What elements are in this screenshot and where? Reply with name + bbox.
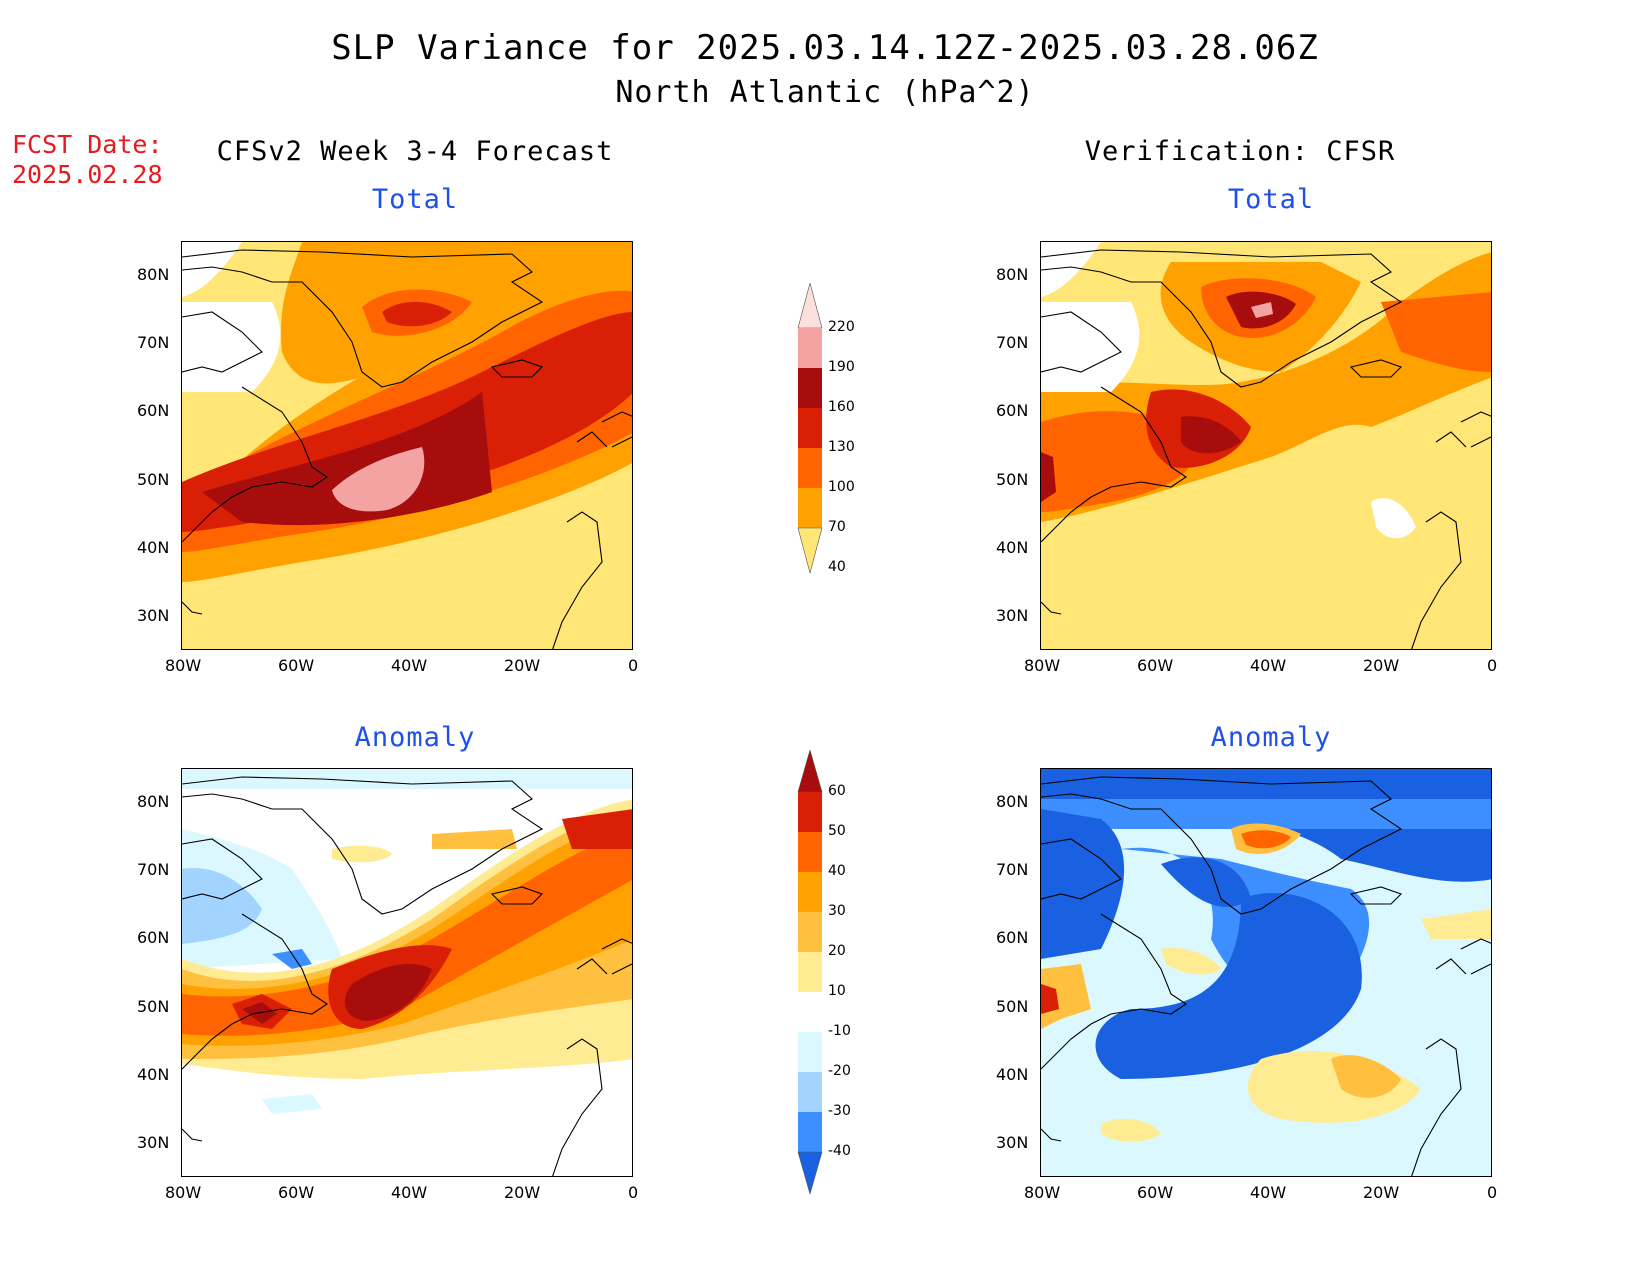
left-column-title: CFSv2 Week 3-4 Forecast [216, 136, 614, 167]
forecast-date-value: 2025.02.28 [12, 160, 163, 189]
colorbar-segment [798, 328, 822, 368]
colorbar-segment [798, 488, 822, 528]
colorbar-segment [798, 832, 822, 872]
lat-tick-label: 50N [137, 469, 170, 489]
lat-tick-label: 40N [137, 1064, 170, 1084]
colorbar-segment [798, 1032, 822, 1072]
lon-tick-label: 20W [504, 1183, 541, 1202]
colorbar-level-label: 70 [828, 519, 846, 535]
lon-tick-label: 40W [391, 1183, 428, 1202]
lon-tick-label: 60W [278, 1183, 315, 1202]
lon-tick-label: 40W [391, 656, 428, 675]
colorbar-segment [798, 912, 822, 952]
colorbar-level-label: 190 [828, 359, 855, 375]
colorbar-bottom-arrow [797, 1151, 823, 1195]
colorbar-level-label: 20 [828, 943, 846, 959]
colorbar-segment [798, 952, 822, 992]
forecast-total-map [181, 241, 633, 650]
lon-tick-label: 60W [1137, 656, 1174, 675]
colorbar-level-label: 40 [828, 863, 846, 879]
lat-tick-label: 40N [996, 1064, 1029, 1084]
lon-tick-label: 0 [1487, 656, 1498, 675]
colorbar-segment [798, 1112, 822, 1152]
lat-tick-label: 60N [137, 928, 170, 948]
lon-tick-label: 40W [1250, 1183, 1287, 1202]
lat-tick-label: 60N [137, 401, 170, 421]
lat-tick-label: 80N [996, 792, 1029, 812]
verification-anomaly-title: Anomaly [1210, 722, 1332, 753]
lon-tick-label: 0 [628, 656, 639, 675]
lat-tick-label: 70N [996, 860, 1029, 880]
lon-tick-label: 0 [1487, 1183, 1498, 1202]
lon-tick-label: 20W [504, 656, 541, 675]
forecast-total-title: Total [371, 184, 459, 215]
verification-anomaly-map [1040, 768, 1492, 1177]
lat-tick-label: 40N [137, 537, 170, 557]
colorbar-segment [798, 408, 822, 448]
lon-tick-label: 80W [165, 656, 202, 675]
main-title: SLP Variance for 2025.03.14.12Z-2025.03.… [331, 28, 1319, 68]
lat-tick-label: 50N [137, 996, 170, 1016]
colorbar-level-label: -10 [828, 1023, 851, 1039]
total-colorbar [797, 283, 823, 575]
colorbar-level-label: -30 [828, 1103, 851, 1119]
anomaly-colorbar [797, 750, 823, 1195]
colorbar-level-label: 40 [828, 559, 846, 575]
lon-tick-label: 80W [1024, 656, 1061, 675]
lat-tick-label: 70N [996, 333, 1029, 353]
colorbar-bottom-arrow [797, 527, 823, 575]
forecast-anomaly-map [181, 768, 633, 1177]
colorbar-level-label: 130 [828, 439, 855, 455]
verification-total-title: Total [1227, 184, 1315, 215]
lon-tick-label: 0 [628, 1183, 639, 1202]
colorbar-level-label: 50 [828, 823, 846, 839]
verification-total-map [1040, 241, 1492, 650]
colorbar-level-label: 30 [828, 903, 846, 919]
colorbar-segment [798, 368, 822, 408]
lat-tick-label: 50N [996, 996, 1029, 1016]
lat-tick-label: 80N [996, 265, 1029, 285]
colorbar-level-label: 10 [828, 983, 846, 999]
lon-tick-label: 80W [1024, 1183, 1061, 1202]
lon-tick-label: 60W [278, 656, 315, 675]
colorbar-top-arrow [797, 750, 823, 793]
lon-tick-label: 20W [1363, 656, 1400, 675]
lat-tick-label: 70N [137, 860, 170, 880]
lat-tick-label: 60N [996, 401, 1029, 421]
lat-tick-label: 50N [996, 469, 1029, 489]
lon-tick-label: 80W [165, 1183, 202, 1202]
colorbar-top-arrow [797, 283, 823, 329]
right-column-title: Verification: CFSR [1084, 136, 1396, 167]
forecast-date-label: FCST Date: [12, 130, 163, 159]
lat-tick-label: 60N [996, 928, 1029, 948]
lat-tick-label: 70N [137, 333, 170, 353]
colorbar-level-label: 60 [828, 783, 846, 799]
lat-tick-label: 30N [996, 605, 1029, 625]
lon-tick-label: 60W [1137, 1183, 1174, 1202]
lat-tick-label: 40N [996, 537, 1029, 557]
colorbar-segment [798, 792, 822, 832]
colorbar-segment [798, 872, 822, 912]
colorbar-level-label: -20 [828, 1063, 851, 1079]
lat-tick-label: 30N [137, 1132, 170, 1152]
lat-tick-label: 30N [137, 605, 170, 625]
colorbar-segment [798, 1072, 822, 1112]
colorbar-level-label: 100 [828, 479, 855, 495]
lon-tick-label: 20W [1363, 1183, 1400, 1202]
lat-tick-label: 80N [137, 792, 170, 812]
subtitle: North Atlantic (hPa^2) [615, 75, 1035, 110]
colorbar-segment [798, 448, 822, 488]
lon-tick-label: 40W [1250, 656, 1287, 675]
colorbar-segment [798, 992, 822, 1032]
lat-tick-label: 30N [996, 1132, 1029, 1152]
lat-tick-label: 80N [137, 265, 170, 285]
forecast-anomaly-title: Anomaly [354, 722, 476, 753]
colorbar-level-label: -40 [828, 1143, 851, 1159]
colorbar-level-label: 160 [828, 399, 855, 415]
colorbar-level-label: 220 [828, 319, 855, 335]
